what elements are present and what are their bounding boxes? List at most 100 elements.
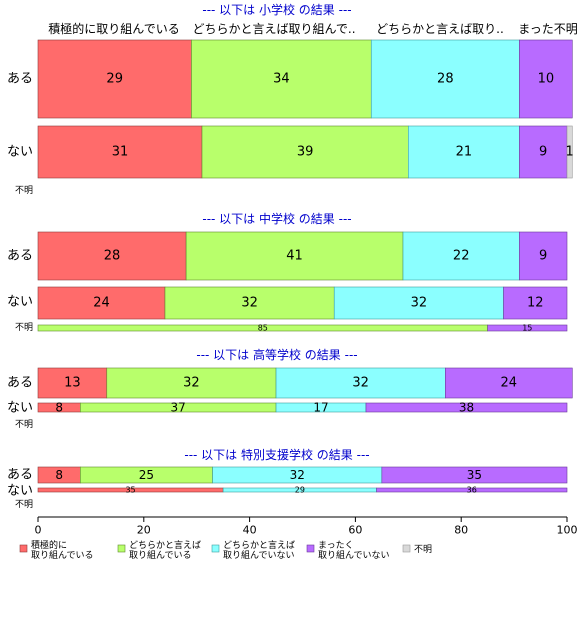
bar-segment bbox=[376, 487, 568, 493]
group-title: --- 以下は 特別支援学校 の結果 --- bbox=[184, 447, 369, 462]
row-label: ある bbox=[7, 468, 33, 483]
data-label: 22 bbox=[453, 249, 470, 264]
bar-segment bbox=[487, 324, 568, 332]
data-label: 41 bbox=[286, 249, 303, 264]
data-label: 15 bbox=[522, 324, 532, 333]
row-label: 不明 bbox=[15, 322, 33, 333]
data-label: 85 bbox=[258, 324, 268, 333]
data-label: 34 bbox=[273, 72, 290, 87]
data-label: 13 bbox=[64, 376, 81, 391]
x-tick-label: 80 bbox=[454, 524, 468, 537]
data-label: 32 bbox=[241, 296, 258, 311]
row-label: ない bbox=[7, 145, 33, 160]
row-label: ある bbox=[7, 376, 33, 391]
data-label: 24 bbox=[93, 296, 110, 311]
bar-segment bbox=[370, 39, 520, 119]
data-label: 32 bbox=[411, 296, 428, 311]
legend-label: 積極的に取り組んでいる bbox=[31, 539, 94, 561]
legend-label-line: 取り組んでいない bbox=[318, 549, 390, 561]
x-tick-label: 20 bbox=[137, 524, 151, 537]
x-tick-label: 0 bbox=[35, 524, 42, 537]
bar-segment bbox=[407, 125, 520, 179]
legend-swatch bbox=[306, 544, 315, 553]
column-header: どちらかと言えば取り組んで.. bbox=[192, 22, 355, 36]
legend-label: まったく取り組んでいない bbox=[318, 540, 390, 561]
bar-segment bbox=[519, 231, 568, 281]
bar-segment bbox=[106, 367, 277, 399]
row-label: ある bbox=[7, 72, 33, 87]
column-header: まった不明 bbox=[518, 22, 578, 36]
bar-segment bbox=[445, 367, 573, 399]
bar-segment bbox=[519, 39, 573, 119]
data-label: 9 bbox=[539, 145, 547, 160]
legend-swatch bbox=[402, 544, 411, 553]
legend-swatch bbox=[211, 544, 220, 553]
data-label: 37 bbox=[171, 401, 186, 415]
group-title: --- 以下は 小学校 の結果 --- bbox=[202, 2, 351, 17]
bar-segment bbox=[275, 367, 446, 399]
data-label: 8 bbox=[55, 401, 63, 415]
legend-label-line: どちらかと言えば bbox=[129, 539, 201, 551]
row-label: 不明 bbox=[15, 185, 33, 196]
data-label: 39 bbox=[297, 145, 314, 160]
bar-segment bbox=[37, 125, 203, 179]
data-label: 29 bbox=[106, 72, 123, 87]
legend-swatch bbox=[19, 544, 28, 553]
column-header: どちらかと言えば取り.. bbox=[376, 22, 504, 36]
data-label: 17 bbox=[313, 401, 328, 415]
bar-segment bbox=[37, 367, 108, 399]
data-label: 8 bbox=[55, 468, 63, 482]
bar-segment bbox=[333, 286, 504, 320]
row-label: 不明 bbox=[15, 419, 33, 430]
legend-label: 不明 bbox=[414, 544, 432, 555]
data-label: 32 bbox=[183, 376, 200, 391]
legend-label-line: 不明 bbox=[414, 544, 432, 555]
group-title: --- 以下は 中学校 の結果 --- bbox=[202, 211, 351, 226]
data-label: 31 bbox=[112, 145, 129, 160]
data-label: 38 bbox=[459, 401, 474, 415]
x-tick-label: 60 bbox=[348, 524, 362, 537]
bar-segment bbox=[566, 125, 573, 179]
row-label: ある bbox=[7, 249, 33, 264]
x-tick-label: 40 bbox=[243, 524, 257, 537]
bar-segment bbox=[503, 286, 568, 320]
x-tick-label: 100 bbox=[557, 524, 578, 537]
bar-segment bbox=[381, 466, 568, 484]
data-label: 32 bbox=[290, 468, 305, 482]
bar-segment bbox=[201, 125, 409, 179]
legend-label-line: 積極的に bbox=[31, 539, 67, 551]
bar-segment bbox=[164, 286, 335, 320]
row-label: ない bbox=[7, 295, 33, 310]
data-label: 28 bbox=[437, 72, 454, 87]
data-label: 24 bbox=[501, 376, 518, 391]
legend-label-line: 取り組んでいる bbox=[129, 549, 192, 561]
bar-segment bbox=[402, 231, 520, 281]
bar-segment bbox=[519, 125, 568, 179]
bar-segment bbox=[185, 231, 404, 281]
legend-label-line: 取り組んでいない bbox=[223, 549, 295, 561]
row-label: ない bbox=[7, 401, 33, 416]
data-label: 35 bbox=[125, 486, 135, 495]
data-label: 10 bbox=[538, 72, 555, 87]
legend-label: どちらかと言えば取り組んでいる bbox=[129, 539, 201, 561]
data-label: 32 bbox=[352, 376, 369, 391]
bar-segment bbox=[37, 286, 166, 320]
column-header: 積極的に取り組んでいる bbox=[48, 21, 179, 36]
data-label: 28 bbox=[104, 249, 121, 264]
data-label: 29 bbox=[295, 486, 305, 495]
bar-segment bbox=[365, 402, 568, 413]
data-label: 21 bbox=[456, 145, 473, 160]
data-label: 1 bbox=[566, 145, 574, 160]
data-label: 36 bbox=[467, 486, 477, 495]
legend-label-line: まったく bbox=[318, 540, 354, 551]
data-label: 12 bbox=[527, 296, 544, 311]
bar-segment bbox=[37, 39, 192, 119]
row-label: ない bbox=[7, 484, 33, 499]
data-label: 35 bbox=[467, 468, 482, 482]
legend-label-line: 取り組んでいる bbox=[31, 549, 94, 561]
group-title: --- 以下は 高等学校 の結果 --- bbox=[196, 347, 357, 362]
legend-label-line: どちらかと言えば bbox=[223, 539, 295, 551]
bar-segment bbox=[37, 231, 187, 281]
